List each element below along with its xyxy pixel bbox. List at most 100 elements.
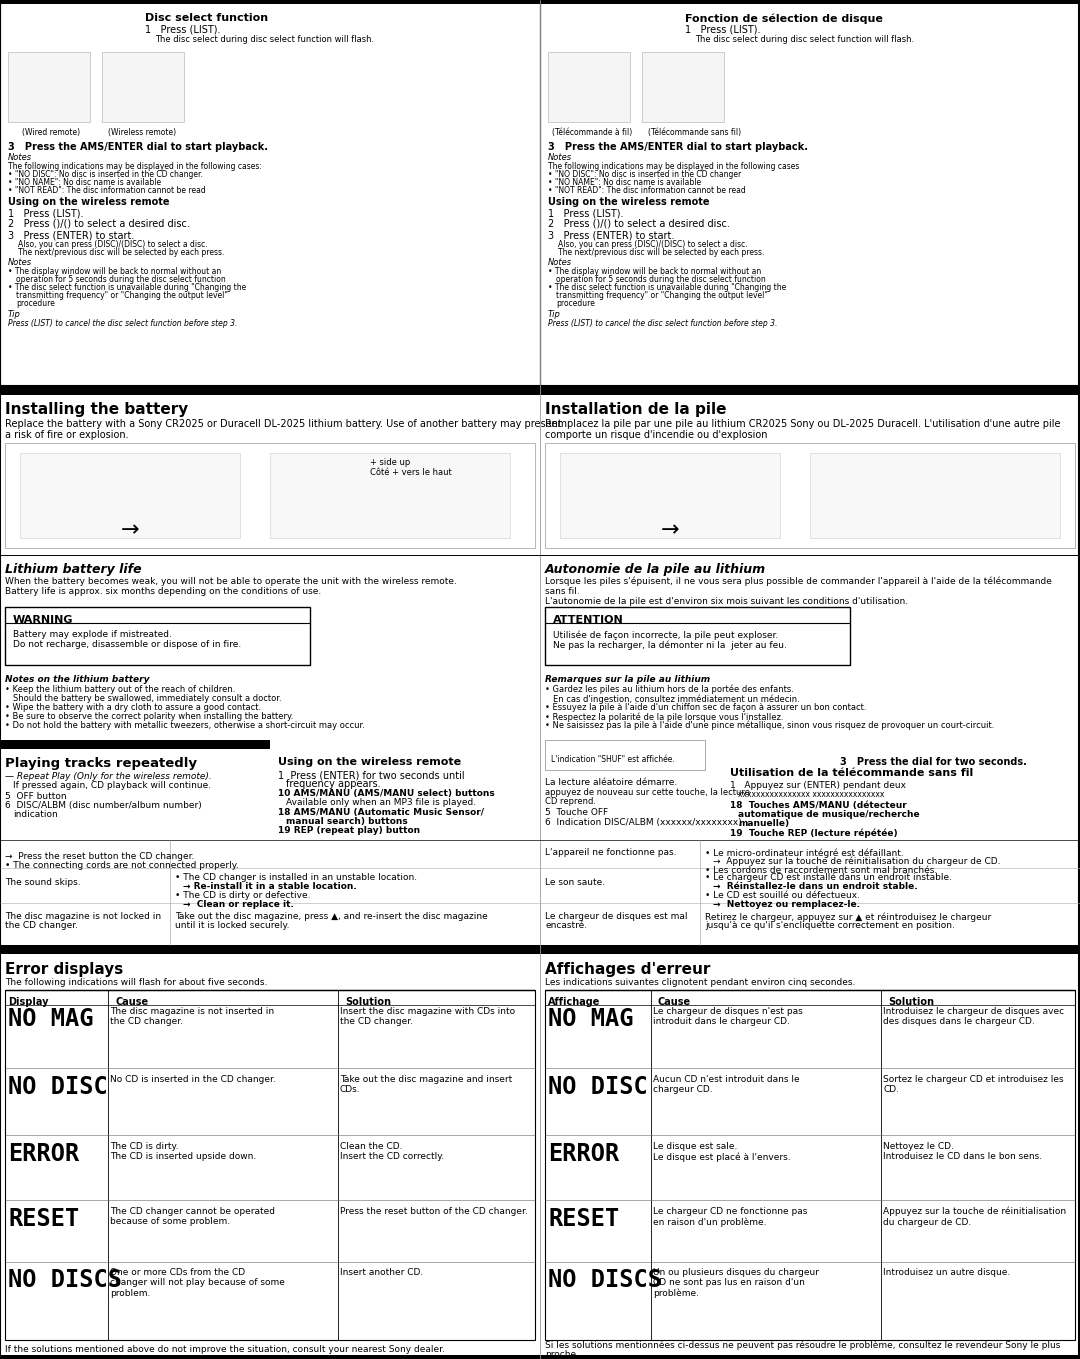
Text: Solution: Solution bbox=[345, 998, 391, 1007]
Text: The disc magazine is not inserted in
the CD changer.: The disc magazine is not inserted in the… bbox=[110, 1007, 274, 1026]
Text: NO MAG: NO MAG bbox=[8, 1007, 94, 1031]
Text: When the battery becomes weak, you will not be able to operate the unit with the: When the battery becomes weak, you will … bbox=[5, 578, 457, 586]
Text: Playing tracks repeatedly: Playing tracks repeatedly bbox=[5, 757, 197, 771]
Text: Insert another CD.: Insert another CD. bbox=[340, 1268, 423, 1277]
Text: Aucun CD n'est introduit dans le
chargeur CD.: Aucun CD n'est introduit dans le chargeu… bbox=[653, 1075, 799, 1094]
Text: The disc select during disc select function will flash.: The disc select during disc select funct… bbox=[696, 35, 914, 43]
Text: (Télécommande sans fil): (Télécommande sans fil) bbox=[648, 128, 741, 137]
Text: La lecture aléatoire démarre.: La lecture aléatoire démarre. bbox=[545, 777, 677, 787]
Bar bbox=[0, 385, 540, 395]
Text: →: → bbox=[661, 520, 679, 540]
Text: 6  DISC/ALBM (disc number/album number): 6 DISC/ALBM (disc number/album number) bbox=[5, 800, 202, 810]
Text: • The CD changer is installed in an unstable location.: • The CD changer is installed in an unst… bbox=[175, 872, 417, 882]
Text: 18 AMS/MANU (Automatic Music Sensor/: 18 AMS/MANU (Automatic Music Sensor/ bbox=[278, 809, 484, 817]
Text: Sortez le chargeur CD et introduisez les
CD.: Sortez le chargeur CD et introduisez les… bbox=[883, 1075, 1064, 1094]
Text: Ne pas la recharger, la démonter ni la  jeter au feu.: Ne pas la recharger, la démonter ni la j… bbox=[553, 640, 787, 650]
Text: Battery may explode if mistreated.: Battery may explode if mistreated. bbox=[13, 631, 172, 639]
Text: until it is locked securely.: until it is locked securely. bbox=[175, 921, 289, 930]
Bar bbox=[540, 0, 1080, 385]
Text: • Ne saisissez pas la pile à l'aide d'une pince métallique, sinon vous risquez d: • Ne saisissez pas la pile à l'aide d'un… bbox=[545, 722, 995, 731]
Text: Also, you can press (DISC)/(DISC) to select a disc.: Also, you can press (DISC)/(DISC) to sel… bbox=[558, 241, 747, 249]
Text: operation for 5 seconds during the disc select function: operation for 5 seconds during the disc … bbox=[556, 275, 766, 284]
Bar bbox=[548, 52, 630, 122]
Bar bbox=[545, 741, 705, 771]
Text: • Keep the lithium battery out of the reach of children.: • Keep the lithium battery out of the re… bbox=[5, 685, 235, 694]
Text: 18  Touches AMS/MANU (détecteur: 18 Touches AMS/MANU (détecteur bbox=[730, 800, 907, 810]
Text: 1   Press (LIST).: 1 Press (LIST). bbox=[548, 208, 623, 217]
Text: Autonomie de la pile au lithium: Autonomie de la pile au lithium bbox=[545, 563, 766, 576]
Bar bbox=[5, 607, 310, 665]
Text: Le son saute.: Le son saute. bbox=[545, 878, 605, 887]
Text: frequency appears.: frequency appears. bbox=[286, 779, 380, 790]
Text: • "NO NAME": No disc name is available: • "NO NAME": No disc name is available bbox=[8, 178, 161, 188]
Text: 6  Indication DISC/ALBM (xxxxxx/xxxxxxxx): 6 Indication DISC/ALBM (xxxxxx/xxxxxxxx) bbox=[545, 818, 742, 828]
Text: 3   Press the dial for two seconds.: 3 Press the dial for two seconds. bbox=[840, 757, 1027, 766]
Text: →  Press the reset button the CD changer.: → Press the reset button the CD changer. bbox=[5, 852, 194, 862]
Text: Cause: Cause bbox=[114, 998, 148, 1007]
Text: The next/previous disc will be selected by each press.: The next/previous disc will be selected … bbox=[18, 247, 225, 257]
Text: →  Nettoyez ou remplacez-le.: → Nettoyez ou remplacez-le. bbox=[713, 900, 860, 909]
Text: jusqu'à ce qu'il s'encliquette correctement en position.: jusqu'à ce qu'il s'encliquette correctem… bbox=[705, 921, 955, 930]
Text: 3   Press (ENTER) to start.: 3 Press (ENTER) to start. bbox=[548, 230, 674, 241]
Text: 5  OFF button: 5 OFF button bbox=[5, 792, 67, 800]
Text: Press the reset button of the CD changer.: Press the reset button of the CD changer… bbox=[340, 1207, 528, 1216]
Text: Notes on the lithium battery: Notes on the lithium battery bbox=[5, 675, 149, 684]
Text: procedure: procedure bbox=[16, 299, 55, 308]
Text: Notes: Notes bbox=[8, 258, 32, 266]
Text: Take out the disc magazine and insert
CDs.: Take out the disc magazine and insert CD… bbox=[340, 1075, 512, 1094]
Text: Take out the disc magazine, press ▲, and re-insert the disc magazine: Take out the disc magazine, press ▲, and… bbox=[175, 912, 488, 921]
Text: indication: indication bbox=[13, 810, 57, 819]
Text: Appuyez sur la touche de réinitialisation
du chargeur de CD.: Appuyez sur la touche de réinitialisatio… bbox=[883, 1207, 1066, 1227]
Text: The sound skips.: The sound skips. bbox=[5, 878, 81, 887]
Text: → Re-install it in a stable location.: → Re-install it in a stable location. bbox=[183, 882, 356, 892]
Bar bbox=[561, 453, 780, 538]
Bar bbox=[5, 443, 535, 548]
Text: sans fil.: sans fil. bbox=[545, 587, 580, 597]
Text: Tip: Tip bbox=[8, 310, 21, 319]
Text: NO DISCS: NO DISCS bbox=[548, 1268, 662, 1292]
Text: Notes: Notes bbox=[548, 258, 572, 266]
Text: The following indications will flash for about five seconds.: The following indications will flash for… bbox=[5, 978, 268, 987]
Text: Display: Display bbox=[8, 998, 49, 1007]
Text: Battery life is approx. six months depending on the conditions of use.: Battery life is approx. six months depen… bbox=[5, 587, 321, 597]
Text: (Wireless remote): (Wireless remote) bbox=[108, 128, 176, 137]
Text: (Wired remote): (Wired remote) bbox=[22, 128, 80, 137]
Text: 3   Press the AMS/ENTER dial to start playback.: 3 Press the AMS/ENTER dial to start play… bbox=[548, 141, 808, 152]
Text: automatique de musique/recherche: automatique de musique/recherche bbox=[738, 810, 920, 819]
Text: Using on the wireless remote: Using on the wireless remote bbox=[278, 757, 461, 766]
Bar bbox=[642, 52, 724, 122]
Bar bbox=[540, 945, 1080, 954]
Text: the CD changer.: the CD changer. bbox=[5, 921, 78, 930]
Text: • "NOT READ": The disc information cannot be read: • "NOT READ": The disc information canno… bbox=[8, 186, 206, 194]
Text: • The display window will be back to normal without an: • The display window will be back to nor… bbox=[548, 266, 761, 276]
Text: Installation de la pile: Installation de la pile bbox=[545, 402, 727, 417]
Text: • Le chargeur CD est installé dans un endroit instable.: • Le chargeur CD est installé dans un en… bbox=[705, 872, 951, 882]
Text: • The CD is dirty or defective.: • The CD is dirty or defective. bbox=[175, 892, 311, 900]
Text: Les indications suivantes clignotent pendant environ cinq secondes.: Les indications suivantes clignotent pen… bbox=[545, 978, 855, 987]
Text: (Télécommande à fil): (Télécommande à fil) bbox=[552, 128, 632, 137]
Text: →  Réinstallez-le dans un endroit stable.: → Réinstallez-le dans un endroit stable. bbox=[713, 882, 918, 892]
Text: • The connecting cords are not connected properly.: • The connecting cords are not connected… bbox=[5, 862, 239, 870]
Text: transmitting frequency" or "Changing the output level": transmitting frequency" or "Changing the… bbox=[556, 291, 768, 300]
Text: Le disque est sale.
Le disque est placé à l'envers.: Le disque est sale. Le disque est placé … bbox=[653, 1142, 791, 1162]
Text: WARNING: WARNING bbox=[13, 616, 73, 625]
Text: The following indications may be displayed in the following cases:: The following indications may be display… bbox=[8, 162, 261, 171]
Text: One or more CDs from the CD
changer will not play because of some
problem.: One or more CDs from the CD changer will… bbox=[110, 1268, 285, 1298]
Text: Should the battery be swallowed, immediately consult a doctor.: Should the battery be swallowed, immedia… bbox=[13, 694, 282, 703]
Text: →  Clean or replace it.: → Clean or replace it. bbox=[183, 900, 294, 909]
Bar bbox=[545, 989, 1075, 1340]
Bar bbox=[5, 989, 535, 1340]
Text: →: → bbox=[121, 520, 139, 540]
Text: Notes: Notes bbox=[8, 154, 32, 162]
Text: manual search) buttons: manual search) buttons bbox=[286, 817, 408, 826]
Text: • The disc select function is unavailable during "Changing the: • The disc select function is unavailabl… bbox=[8, 283, 246, 292]
Text: NO DISC: NO DISC bbox=[8, 1075, 108, 1099]
Text: 5  Touche OFF: 5 Touche OFF bbox=[545, 809, 608, 817]
Text: Solution: Solution bbox=[888, 998, 934, 1007]
Text: • Le micro-ordinateur intégré est défaillant.: • Le micro-ordinateur intégré est défail… bbox=[705, 848, 904, 858]
Text: 1   Press (LIST).: 1 Press (LIST). bbox=[145, 24, 220, 35]
Bar bbox=[270, 453, 510, 538]
Text: Tip: Tip bbox=[548, 310, 561, 319]
Text: If the solutions mentioned above do not improve the situation, consult your near: If the solutions mentioned above do not … bbox=[5, 1345, 445, 1354]
Text: Nettoyez le CD.
Introduisez le CD dans le bon sens.: Nettoyez le CD. Introduisez le CD dans l… bbox=[883, 1142, 1042, 1162]
